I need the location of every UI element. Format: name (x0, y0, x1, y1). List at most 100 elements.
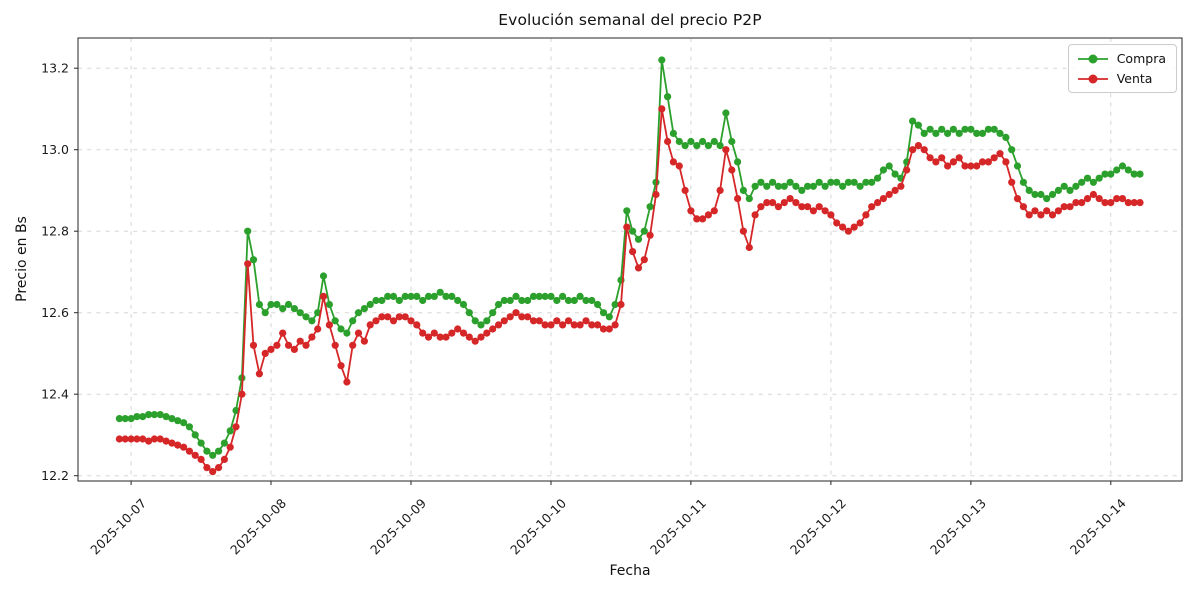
data-point-venta (553, 317, 561, 325)
data-point-venta (868, 203, 876, 211)
data-point-venta (576, 321, 584, 329)
data-point-venta (827, 211, 835, 219)
data-point-venta (308, 333, 316, 341)
data-point-venta (874, 199, 882, 207)
data-point-compra (634, 235, 643, 243)
data-point-compra (471, 317, 479, 325)
x-tick-label: 2025-10-07 (87, 496, 149, 558)
x-axis-label: Fecha (609, 563, 651, 579)
data-point-compra (524, 296, 532, 305)
data-point-compra (827, 178, 835, 186)
data-point-compra (763, 182, 771, 190)
data-point-venta (459, 329, 468, 337)
data-point-venta (506, 313, 514, 321)
data-point-venta (815, 203, 823, 211)
data-point-venta (524, 313, 532, 321)
data-point-venta (862, 211, 870, 219)
data-point-compra (174, 417, 182, 425)
legend-marker-compra (1077, 54, 1108, 63)
y-tick-label: 12.4 (41, 387, 69, 402)
data-point-venta (500, 317, 508, 325)
data-point-venta (955, 154, 963, 162)
data-point-compra (704, 142, 713, 150)
data-point-compra (1048, 190, 1057, 199)
data-point-compra (1083, 174, 1092, 182)
data-point-compra (1089, 178, 1097, 186)
series-compra (115, 56, 1144, 459)
data-point-compra (885, 162, 893, 170)
data-point-venta (413, 321, 421, 329)
data-point-venta (191, 451, 199, 459)
data-point-venta (121, 435, 129, 443)
data-point-compra (1013, 162, 1022, 170)
data-point-compra (308, 317, 316, 325)
data-point-venta (623, 223, 631, 231)
data-point-venta (1095, 195, 1103, 203)
y-tick-label: 13.0 (41, 142, 69, 157)
data-point-venta (319, 292, 328, 300)
data-point-venta (1136, 199, 1144, 207)
data-point-venta (844, 227, 853, 235)
data-point-venta (745, 243, 753, 252)
data-point-venta (582, 317, 590, 325)
data-point-compra (477, 321, 485, 329)
data-point-venta (1008, 178, 1016, 186)
x-tick-label: 2025-10-09 (367, 495, 429, 557)
data-point-venta (739, 227, 748, 235)
legend-marker-venta (1077, 74, 1108, 83)
data-point-venta (710, 207, 718, 215)
data-point-venta (133, 435, 141, 443)
data-point-compra (337, 325, 345, 333)
data-point-compra (909, 117, 917, 125)
data-point-compra (180, 419, 188, 427)
data-point-venta (1124, 199, 1132, 207)
data-point-compra (868, 178, 876, 186)
data-point-venta (494, 321, 503, 329)
y-tick-label: 12.8 (41, 224, 69, 239)
data-point-compra (588, 296, 596, 305)
data-point-venta (1060, 203, 1068, 211)
data-point-compra (949, 125, 958, 133)
data-point-compra (436, 288, 444, 296)
data-point-compra (850, 178, 858, 186)
data-point-compra (564, 296, 573, 305)
data-point-venta (984, 158, 993, 166)
data-point-venta (325, 321, 333, 329)
data-point-venta (1037, 211, 1045, 219)
data-point-compra (372, 296, 380, 305)
data-point-venta (1072, 199, 1080, 207)
data-point-venta (1002, 158, 1010, 166)
data-point-compra (378, 296, 386, 305)
data-point-venta (424, 333, 433, 341)
data-point-compra (424, 292, 433, 300)
data-point-venta (535, 317, 543, 325)
data-point-compra (1124, 166, 1132, 174)
data-point-venta (885, 190, 893, 199)
data-point-compra (366, 300, 374, 309)
legend-label: Venta (1116, 71, 1153, 86)
data-point-venta (605, 325, 613, 333)
data-point-venta (932, 158, 940, 166)
legend-item-venta: Venta (1077, 71, 1166, 86)
data-point-compra (512, 292, 520, 300)
data-point-compra (990, 125, 998, 133)
legend: Compra Venta (1067, 44, 1177, 93)
data-point-compra (401, 292, 409, 300)
data-point-compra (553, 296, 561, 305)
data-point-compra (594, 300, 602, 309)
data-point-compra (757, 178, 765, 186)
data-point-venta (1019, 203, 1027, 211)
data-point-venta (564, 317, 573, 325)
legend-label: Compra (1116, 51, 1166, 66)
data-point-compra (815, 178, 823, 186)
x-tick-label: 2025-10-12 (787, 496, 849, 558)
data-point-venta (629, 248, 637, 256)
data-point-compra (1002, 133, 1010, 141)
data-point-venta (856, 219, 864, 227)
data-point-venta (430, 329, 438, 337)
x-tick-label: 2025-10-10 (507, 495, 569, 557)
data-point-compra (494, 300, 503, 309)
data-point-venta (215, 464, 223, 472)
data-point-venta (197, 455, 205, 463)
data-point-compra (1107, 170, 1115, 178)
